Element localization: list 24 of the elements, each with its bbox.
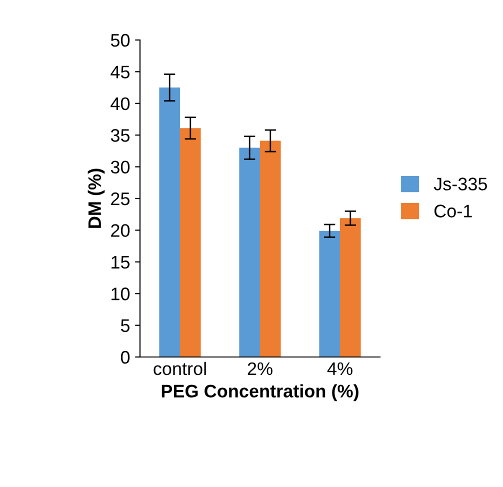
y-tick-label: 10: [112, 288, 130, 300]
y-tick-label: 50: [110, 34, 130, 47]
y-tick-label: 35: [110, 129, 130, 142]
bar: [260, 140, 281, 357]
y-axis-title: DM (%): [88, 168, 105, 228]
y-tick-label: 25: [111, 192, 130, 206]
y-tick-label: 20: [111, 224, 130, 237]
bar: [159, 88, 180, 357]
y-tick-label: 30: [110, 160, 130, 174]
bar: [239, 148, 260, 357]
x-tick-label: 4%: [327, 362, 352, 376]
y-tick-label: 40: [110, 97, 130, 110]
y-tick-label: 5: [120, 319, 130, 332]
legend-label: Co-1: [434, 204, 472, 218]
bar: [180, 128, 201, 357]
x-tick-label: 2%: [248, 362, 272, 376]
x-axis-title: PEG Concentration (%): [162, 384, 358, 402]
y-tick-label: 0: [120, 350, 130, 364]
bar: [319, 230, 340, 357]
y-tick-label: 45: [110, 66, 130, 78]
bar: [340, 218, 361, 357]
legend-label: Js-335: [434, 178, 487, 190]
x-tick-label: control: [154, 362, 206, 376]
y-tick-label: 15: [112, 256, 130, 269]
